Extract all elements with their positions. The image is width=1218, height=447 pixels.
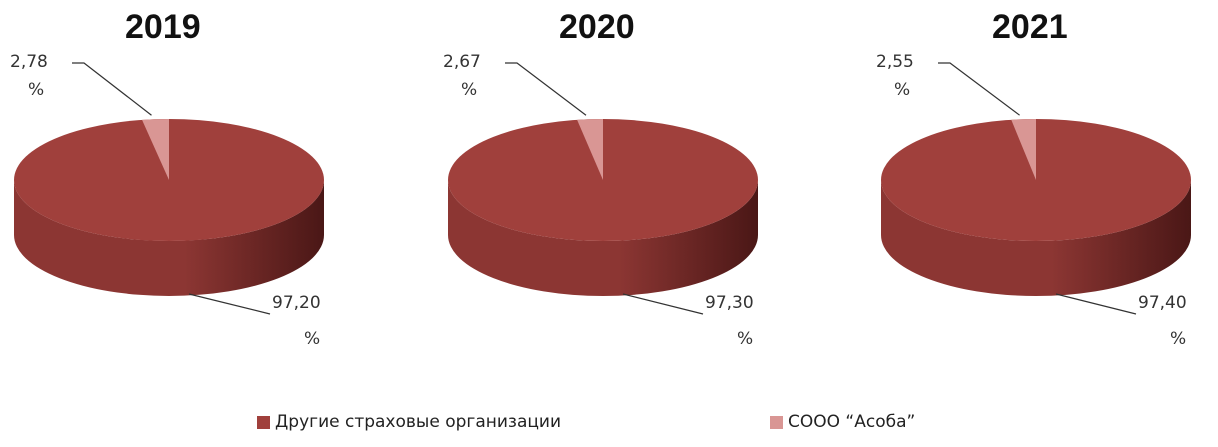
leader-line-asoba: [505, 62, 587, 116]
data-label-others-unit: %: [1170, 329, 1186, 349]
leader-line-others: [188, 293, 271, 315]
leader-line-asoba: [938, 62, 1020, 116]
pie-side-wall: [14, 180, 324, 296]
data-label-others-value: 97,20: [272, 293, 321, 313]
pie-side-wall: [448, 180, 758, 296]
leader-line-others: [1055, 293, 1137, 315]
data-label-others-value: 97,30: [705, 293, 754, 313]
legend-label-asoba: СООО “Асоба”: [788, 412, 916, 432]
legend-label-others: Другие страховые организации: [275, 412, 562, 432]
legend-swatch-asoba: [770, 415, 783, 429]
pie-chart-2021: 2021 2,55% 97,40%: [876, 8, 1191, 349]
leader-line-others: [622, 293, 704, 315]
pie-slice-asoba: [577, 119, 603, 180]
data-label-others-unit: %: [737, 329, 753, 349]
data-label-asoba-unit: %: [28, 80, 44, 100]
data-label-others-unit: %: [304, 329, 320, 349]
legend-item-asoba: СООО “Асоба”: [770, 412, 915, 432]
legend-swatch-others: [257, 415, 270, 429]
pie-chart-2020: 2020 2,67% 97,30%: [443, 8, 758, 349]
pie-slice-asoba: [1011, 119, 1036, 180]
chart-title: 2020: [559, 8, 635, 46]
pie-slice-asoba: [142, 119, 169, 180]
data-label-others-value: 97,40: [1138, 293, 1187, 313]
chart-title: 2019: [125, 8, 201, 46]
data-label-asoba-value: 2,67: [443, 52, 481, 72]
data-label-asoba-unit: %: [894, 80, 910, 100]
data-label-asoba-value: 2,78: [10, 52, 48, 72]
pie-chart-2019: 2019 2,78% 97,20%: [10, 8, 324, 349]
data-label-asoba-unit: %: [461, 80, 477, 100]
data-label-asoba-value: 2,55: [876, 52, 914, 72]
pie-side-wall: [881, 180, 1191, 296]
legend-item-others: Другие страховые организации: [257, 412, 561, 432]
leader-line-asoba: [72, 62, 152, 116]
chart-title: 2021: [992, 8, 1068, 46]
legend: Другие страховые организации СООО “Асоба…: [0, 412, 1218, 442]
